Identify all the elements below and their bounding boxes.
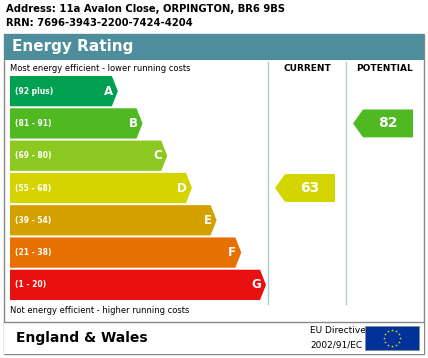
Text: (39 - 54): (39 - 54): [15, 216, 51, 225]
Text: (69 - 80): (69 - 80): [15, 151, 51, 160]
Text: Not energy efficient - higher running costs: Not energy efficient - higher running co…: [10, 306, 189, 315]
Text: (1 - 20): (1 - 20): [15, 280, 46, 289]
Polygon shape: [10, 237, 241, 268]
Text: (21 - 38): (21 - 38): [15, 248, 51, 257]
Text: Address: 11a Avalon Close, ORPINGTON, BR6 9BS: Address: 11a Avalon Close, ORPINGTON, BR…: [6, 4, 285, 14]
Bar: [4, 34, 424, 60]
Text: 63: 63: [300, 181, 320, 195]
Text: POTENTIAL: POTENTIAL: [357, 64, 413, 73]
Text: G: G: [251, 279, 261, 291]
Text: A: A: [104, 84, 113, 98]
Bar: [4, 34, 424, 354]
Text: (92 plus): (92 plus): [15, 87, 53, 96]
Text: E: E: [204, 214, 211, 227]
Text: EU Directive: EU Directive: [310, 326, 366, 335]
Text: CURRENT: CURRENT: [283, 64, 331, 73]
Polygon shape: [10, 108, 143, 139]
Polygon shape: [353, 110, 413, 137]
Polygon shape: [10, 76, 118, 106]
Polygon shape: [10, 173, 192, 203]
Text: D: D: [177, 182, 187, 194]
Text: C: C: [154, 149, 162, 162]
Text: England & Wales: England & Wales: [16, 331, 148, 345]
Text: B: B: [128, 117, 137, 130]
Bar: [4, 322, 424, 354]
Text: (55 - 68): (55 - 68): [15, 184, 51, 193]
Text: 82: 82: [378, 116, 398, 130]
Text: RRN: 7696-3943-2200-7424-4204: RRN: 7696-3943-2200-7424-4204: [6, 18, 193, 28]
Text: (81 - 91): (81 - 91): [15, 119, 51, 128]
Polygon shape: [275, 174, 335, 202]
Text: F: F: [228, 246, 236, 259]
Polygon shape: [10, 141, 167, 171]
Polygon shape: [10, 205, 217, 236]
Text: Energy Rating: Energy Rating: [12, 39, 134, 54]
Text: 2002/91/EC: 2002/91/EC: [310, 340, 362, 349]
Polygon shape: [10, 270, 266, 300]
Bar: [365, 326, 419, 350]
Text: Most energy efficient - lower running costs: Most energy efficient - lower running co…: [10, 64, 190, 73]
